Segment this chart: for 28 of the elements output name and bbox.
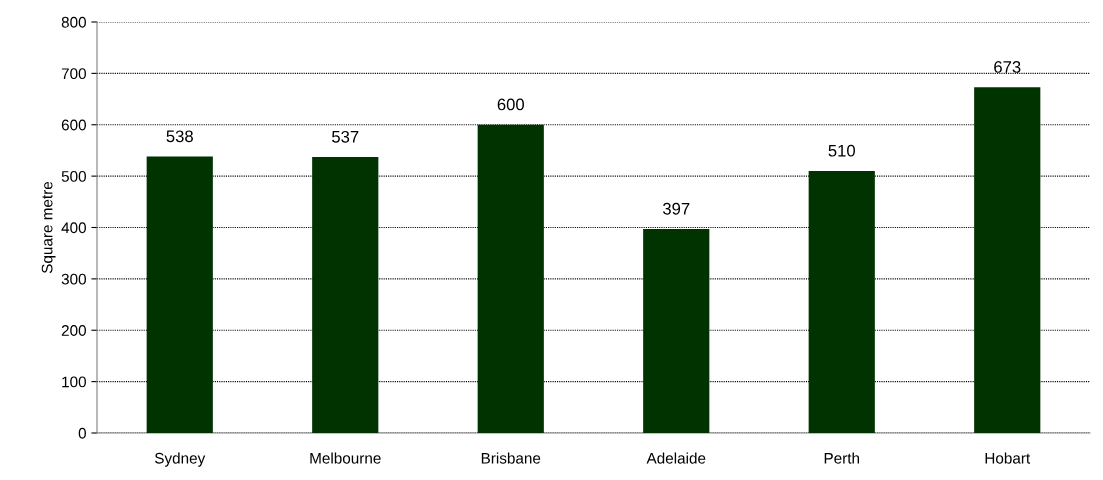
bar	[312, 157, 379, 433]
data-label: 538	[166, 130, 193, 143]
x-tick-label: Perth	[824, 452, 860, 464]
data-label: 510	[828, 144, 855, 157]
y-tick-label: 200	[61, 325, 86, 336]
data-label: 600	[497, 98, 524, 111]
x-tick-label: Melbourne	[310, 452, 381, 464]
y-tick-label: 700	[61, 68, 86, 80]
data-label: 673	[994, 61, 1021, 73]
x-tick-label: Sydney	[154, 452, 206, 467]
y-tick-label: 600	[61, 119, 86, 131]
y-tick-label: 500	[61, 170, 86, 182]
y-tick-label: 400	[61, 222, 86, 234]
bar	[974, 87, 1041, 433]
x-tick-label: Brisbane	[481, 452, 541, 464]
y-tick-label: 0	[78, 427, 86, 439]
data-label: 397	[662, 202, 690, 215]
bar	[477, 124, 544, 433]
x-tick-label: Hobart	[985, 452, 1031, 464]
data-label: 537	[332, 130, 359, 143]
bar	[808, 170, 875, 433]
bar	[146, 156, 213, 433]
y-tick-label: 800	[61, 16, 86, 28]
y-tick-label: 100	[62, 376, 86, 388]
x-tick-label: Adelaide	[646, 452, 706, 464]
bar	[643, 229, 710, 433]
y-tick-label: 300	[61, 273, 86, 285]
y-axis-title: Square metre	[41, 181, 56, 274]
